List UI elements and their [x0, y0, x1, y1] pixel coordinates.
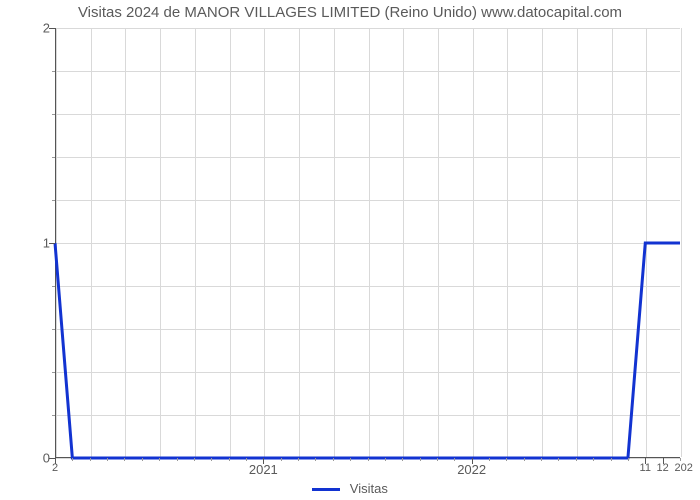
- y-minor-tick: [52, 415, 55, 416]
- x-minor-tick: [402, 458, 403, 461]
- x-tick-label-truncated: 202: [674, 462, 692, 474]
- legend: Visitas: [0, 481, 700, 496]
- x-minor-tick: [611, 458, 612, 461]
- legend-label: Visitas: [350, 481, 388, 496]
- x-tick-label: 12: [657, 462, 669, 474]
- x-minor-tick: [281, 458, 282, 461]
- y-minor-tick: [52, 200, 55, 201]
- x-minor-tick: [576, 458, 577, 461]
- y-minor-tick: [52, 114, 55, 115]
- visits-chart: Visitas 2024 de MANOR VILLAGES LIMITED (…: [0, 0, 700, 500]
- x-tick-label: 11: [640, 462, 651, 474]
- series-polyline: [55, 243, 680, 458]
- x-minor-tick: [454, 458, 455, 461]
- legend-swatch: [312, 488, 340, 491]
- x-minor-tick: [368, 458, 369, 461]
- y-minor-tick: [52, 157, 55, 158]
- x-minor-tick: [524, 458, 525, 461]
- x-minor-tick: [159, 458, 160, 461]
- x-minor-tick: [420, 458, 421, 461]
- x-tick-label: 2021: [249, 462, 278, 477]
- gridline-v: [681, 28, 682, 457]
- x-minor-tick: [489, 458, 490, 461]
- x-tick-label: 2: [52, 462, 58, 474]
- chart-title: Visitas 2024 de MANOR VILLAGES LIMITED (…: [0, 4, 700, 21]
- x-minor-tick: [72, 458, 73, 461]
- y-tick: [49, 243, 55, 244]
- x-minor-tick: [229, 458, 230, 461]
- x-minor-tick: [333, 458, 334, 461]
- y-minor-tick: [52, 286, 55, 287]
- x-minor-tick: [593, 458, 594, 461]
- x-minor-tick: [211, 458, 212, 461]
- x-minor-tick: [541, 458, 542, 461]
- x-minor-tick: [628, 458, 629, 461]
- x-minor-tick: [350, 458, 351, 461]
- x-minor-tick: [315, 458, 316, 461]
- x-minor-tick: [107, 458, 108, 461]
- x-tick-label: 2022: [457, 462, 486, 477]
- x-minor-tick: [90, 458, 91, 461]
- x-minor-tick: [124, 458, 125, 461]
- x-minor-tick: [558, 458, 559, 461]
- x-minor-tick: [194, 458, 195, 461]
- x-minor-tick: [437, 458, 438, 461]
- x-minor-tick: [142, 458, 143, 461]
- y-tick: [49, 28, 55, 29]
- x-minor-tick: [177, 458, 178, 461]
- y-minor-tick: [52, 329, 55, 330]
- x-minor-tick: [680, 458, 681, 461]
- x-minor-tick: [506, 458, 507, 461]
- y-minor-tick: [52, 372, 55, 373]
- x-minor-tick: [246, 458, 247, 461]
- y-minor-tick: [52, 71, 55, 72]
- data-series-line: [55, 28, 680, 458]
- x-minor-tick: [385, 458, 386, 461]
- x-minor-tick: [298, 458, 299, 461]
